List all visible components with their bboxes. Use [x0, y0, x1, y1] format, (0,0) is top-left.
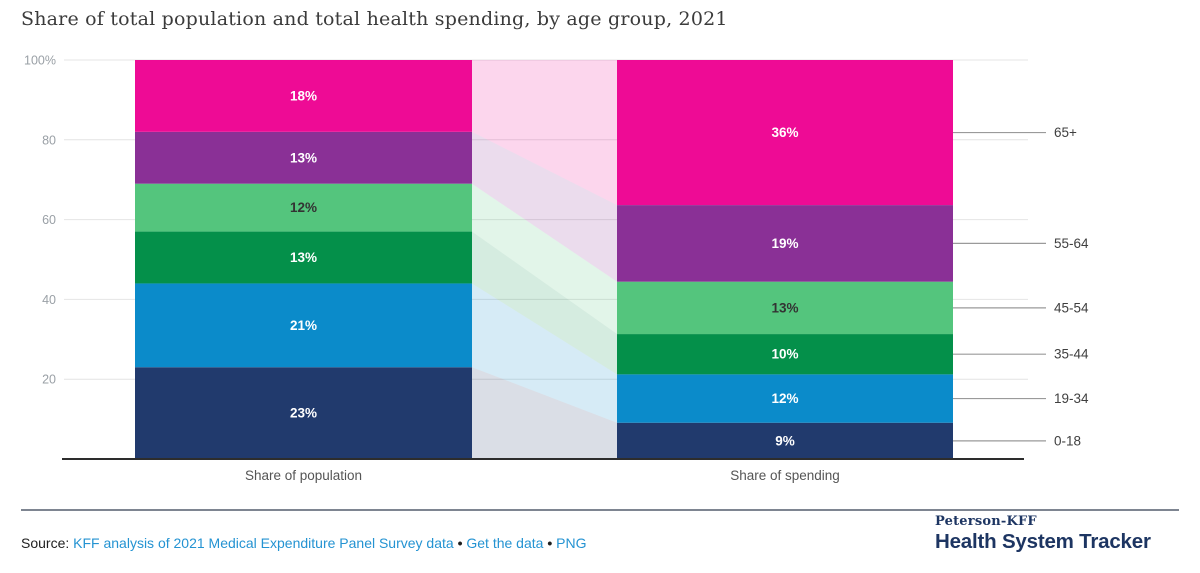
bar-segment-spending-35-44 [617, 334, 953, 375]
bullet-separator: • [457, 535, 463, 551]
flow-ribbon-65+ [472, 60, 617, 206]
age-group-label-65+: 65+ [1054, 125, 1077, 140]
bullet-separator: • [547, 535, 553, 551]
bar-segment-population-19-34 [135, 283, 472, 368]
flow-ribbon-0-18 [472, 367, 617, 459]
y-tick-label-100: 100% [24, 54, 56, 68]
data-label-spending-55-64: 19% [771, 236, 798, 251]
bar-segment-population-35-44 [135, 231, 472, 284]
data-label-population-35-44: 13% [290, 250, 317, 265]
chart-title: Share of total population and total heal… [21, 8, 728, 30]
bar-segment-spending-19-34 [617, 374, 953, 423]
flow-ribbon-35-44 [472, 231, 617, 375]
data-label-spending-0-18: 9% [775, 433, 795, 448]
x-axis-label-spending: Share of spending [730, 468, 840, 483]
logo-health-system-tracker: Health System Tracker [935, 530, 1151, 553]
age-group-label-55-64: 55-64 [1054, 236, 1089, 251]
peterson-kff-logo: Peterson-KFF Health System Tracker [935, 514, 1185, 554]
data-label-population-45-54: 12% [290, 200, 317, 215]
flow-ribbon-19-34 [472, 283, 617, 423]
x-axis-label-population: Share of population [245, 468, 362, 483]
stacked-bar-flow-chart: 23% 21% 13% 12% 13% 18% 9% 12% 10% 13% 19% 36% 100% 8… [24, 54, 1089, 484]
data-label-population-55-64: 13% [290, 150, 317, 165]
y-tick-label-80: 80 [42, 133, 56, 147]
logo-peterson-kff: Peterson-KFF [935, 514, 1037, 529]
data-label-population-0-18: 23% [290, 406, 317, 421]
age-group-label-35-44: 35-44 [1054, 347, 1089, 362]
bar-segment-population-45-54 [135, 183, 472, 232]
x-axis-line [62, 458, 1024, 460]
footer-divider [21, 509, 1179, 511]
age-group-label-45-54: 45-54 [1054, 300, 1089, 315]
age-group-label-19-34: 19-34 [1054, 391, 1089, 406]
bar-segment-population-65+ [135, 60, 472, 132]
source-line: Source: KFF analysis of 2021 Medical Exp… [21, 535, 586, 551]
bar-segment-population-55-64 [135, 131, 472, 184]
bar-segment-spending-65+ [617, 60, 953, 206]
flow-ribbon-45-54 [472, 183, 617, 335]
bar-segment-spending-55-64 [617, 205, 953, 282]
data-label-spending-35-44: 10% [771, 347, 798, 362]
age-group-label-0-18: 0-18 [1054, 433, 1081, 448]
y-tick-label-20: 20 [42, 373, 56, 387]
y-tick-label-40: 40 [42, 293, 56, 307]
data-label-population-19-34: 21% [290, 318, 317, 333]
bar-segment-spending-45-54 [617, 281, 953, 335]
y-tick-label-60: 60 [42, 213, 56, 227]
get-the-data-link[interactable]: Get the data [466, 535, 544, 551]
data-label-spending-65+: 36% [771, 125, 798, 140]
bar-segment-population-0-18 [135, 367, 472, 459]
png-link[interactable]: PNG [556, 535, 587, 551]
bar-segment-spending-0-18 [617, 422, 953, 459]
data-label-spending-19-34: 12% [771, 391, 798, 406]
data-label-spending-45-54: 13% [771, 300, 798, 315]
data-label-population-65+: 18% [290, 88, 317, 103]
source-link-kff-analysis[interactable]: KFF analysis of 2021 Medical Expenditure… [73, 535, 454, 551]
source-label: Source: [21, 535, 70, 551]
flow-ribbon-55-64 [472, 131, 617, 282]
